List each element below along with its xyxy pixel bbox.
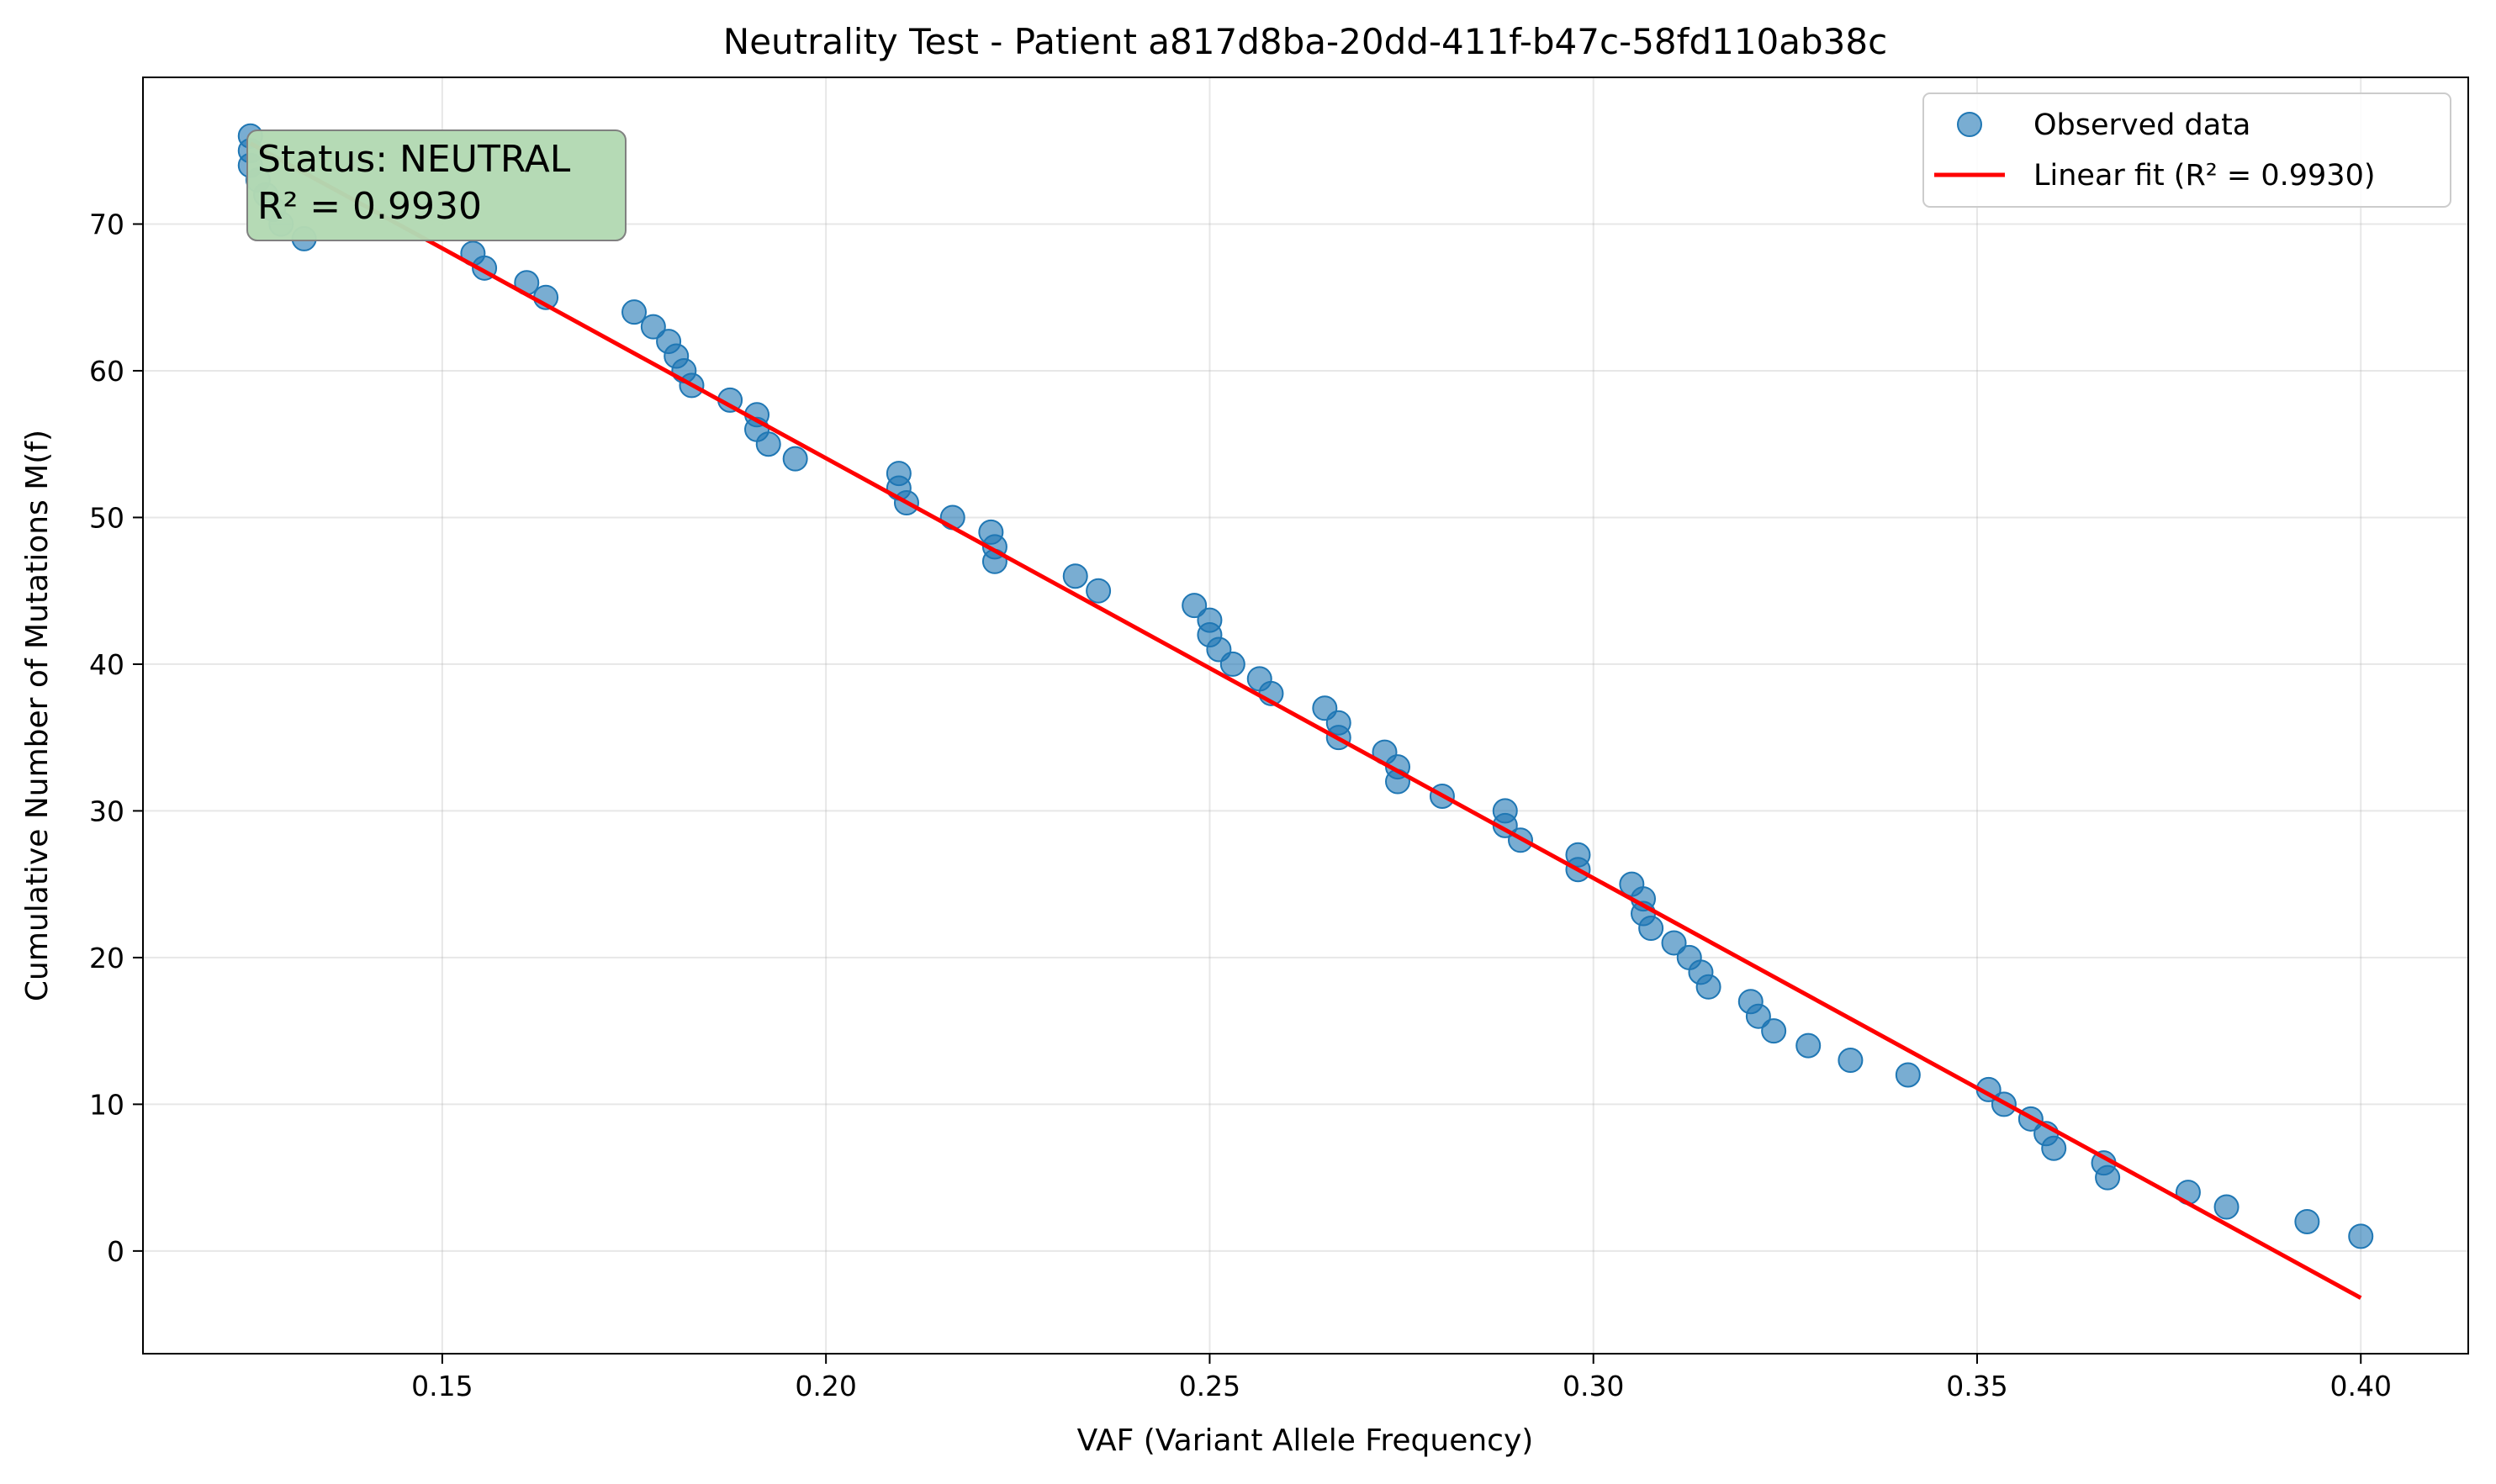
data-point [1895,1062,1921,1088]
x-tick-label: 0.40 [2330,1370,2392,1402]
x-tick-label: 0.20 [795,1370,856,1402]
data-point [1638,916,1664,941]
observed-data-points [237,123,2374,1249]
data-point [1182,593,1208,619]
status-annotation: Status: NEUTRAL R² = 0.9930 [246,129,627,241]
data-point [621,299,648,325]
x-tick-label: 0.15 [411,1370,473,1402]
data-point [1838,1048,1864,1074]
data-point [1761,1018,1787,1044]
legend-label-observed: Observed data [2033,108,2250,142]
chart-title: Neutrality Test - Patient a817d8ba-20dd-… [723,21,1887,62]
y-tick-label: 30 [89,795,124,827]
y-axis-ticks: 0 10 20 30 40 50 60 70 [89,208,143,1268]
legend-label-fit: Linear fit (R² = 0.9930) [2033,159,2376,193]
data-point [2095,1164,2121,1191]
grid-lines [143,77,2468,1354]
data-point [782,446,808,472]
data-point [1695,974,1721,1000]
data-point [1219,651,1245,677]
x-tick-label: 0.30 [1563,1370,1624,1402]
data-point [755,431,781,457]
x-tick-label: 0.35 [1946,1370,2007,1402]
axes-frame [142,77,2469,1355]
legend-marker-observed [1957,112,1982,137]
y-tick-label: 40 [89,648,124,681]
y-tick-label: 20 [89,942,124,974]
y-tick-label: 70 [89,208,124,240]
x-axis-ticks: 0.15 0.20 0.25 0.30 0.35 0.40 [411,1354,2392,1402]
data-point [640,314,666,340]
data-point [1745,1003,1771,1029]
data-point [2041,1135,2067,1161]
y-tick-label: 60 [89,355,124,388]
legend-box [1922,92,2451,208]
data-point [2213,1194,2240,1220]
x-tick-label: 0.25 [1179,1370,1240,1402]
data-point [2348,1223,2374,1249]
data-point [1062,563,1088,589]
linear-fit [249,141,2362,1300]
r-squared-label: R² = 0.9930 [257,185,482,228]
status-box-background [246,129,627,241]
status-label: Status: NEUTRAL [257,138,571,181]
y-tick-label: 10 [89,1088,124,1121]
y-tick-label: 0 [107,1235,124,1268]
y-tick-label: 50 [89,501,124,534]
fit-line [249,141,2362,1300]
legend: Observed data Linear fit (R² = 0.9930) [1922,92,2451,208]
y-axis-label: Cumulative Number of Mutations M(f) [20,430,55,1001]
x-axis-label: VAF (Variant Allele Frequency) [1077,1423,1534,1458]
data-point [2294,1208,2320,1234]
data-point [1795,1032,1822,1059]
data-point [1661,930,1687,956]
data-point [1086,578,1112,604]
